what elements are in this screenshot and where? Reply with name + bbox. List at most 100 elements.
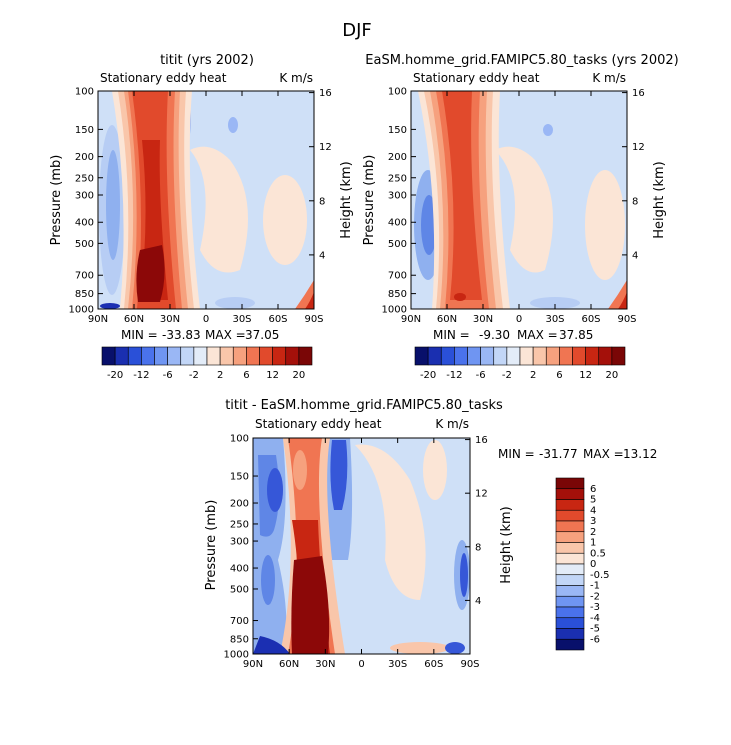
max-label: MAX = [583, 447, 624, 461]
colorbar-swatch [556, 586, 584, 597]
colorbar-swatch [546, 347, 559, 365]
colorbar-swatch [273, 347, 286, 365]
y-right-tick-label: 12 [319, 142, 332, 153]
y-tick-label: 1000 [69, 305, 94, 316]
colorbar-label: 12 [579, 370, 592, 381]
y-right-tick-label: 12 [632, 142, 645, 153]
y-tick-label: 150 [230, 472, 249, 483]
colorbar-swatch [586, 347, 599, 365]
colorbar-label: 0 [590, 559, 596, 570]
colorbar-label: -20 [420, 370, 436, 381]
colorbar-swatch [207, 347, 220, 365]
y-tick-label: 1000 [382, 305, 407, 316]
colorbar-swatch [556, 639, 584, 650]
max-label: MAX = [517, 328, 558, 342]
x-tick-label: 90S [617, 314, 636, 325]
panel-title: titit - EaSM.homme_grid.FAMIPC5.80_tasks [225, 398, 503, 413]
neg-anomaly-small [228, 117, 238, 133]
y-tick-label: 200 [230, 499, 249, 510]
heat-plume-core [136, 245, 164, 302]
colorbar-swatch [507, 347, 520, 365]
colorbar-label: -12 [446, 370, 462, 381]
colorbar-swatch [246, 347, 259, 365]
y-tick-label: 1000 [224, 650, 249, 661]
colorbar-swatch [556, 629, 584, 640]
colorbar-label: -4 [590, 613, 600, 624]
x-tick-label: 30S [388, 659, 407, 670]
colorbar-label: 5 [590, 495, 596, 506]
x-tick-label: 90N [243, 659, 263, 670]
y-axis-label: Pressure (mb) [204, 500, 219, 591]
colorbar-swatch [115, 347, 128, 365]
surface-neg-blob [100, 303, 120, 309]
colorbar-label: -0.5 [590, 570, 610, 581]
colorbar-swatch [441, 347, 454, 365]
pos-patch-light [263, 175, 307, 265]
y-right-tick-label: 4 [475, 596, 481, 607]
colorbar-swatch [559, 347, 572, 365]
colorbar-label: -20 [107, 370, 123, 381]
stats-line: MIN = -31.77 MAX = 13.12 [498, 447, 657, 461]
colorbar-swatch [612, 347, 625, 365]
colorbar-label: -2 [502, 370, 512, 381]
colorbar-swatch [194, 347, 207, 365]
y-tick-label: 850 [230, 634, 249, 645]
colorbar-label: -5 [590, 624, 600, 635]
x-tick-label: 60N [437, 314, 457, 325]
y-tick-label: 250 [388, 173, 407, 184]
y-tick-label: 250 [230, 519, 249, 530]
colorbar-label: -12 [133, 370, 149, 381]
min-label: MIN = [433, 328, 470, 342]
neg-anomaly-lobe-inner [106, 150, 120, 260]
x-tick-label: 30N [315, 659, 335, 670]
y-tick-label: 500 [388, 239, 407, 250]
colorbar-swatch [299, 347, 312, 365]
colorbar-swatch [468, 347, 481, 365]
colorbar-swatch [141, 347, 154, 365]
colorbar-swatch [415, 347, 428, 365]
colorbar-swatch [556, 564, 584, 575]
colorbar-label: -1 [590, 581, 600, 592]
colorbar-swatch [481, 347, 494, 365]
colorbar-label: 3 [590, 516, 596, 527]
colorbar-swatch [556, 543, 584, 554]
y-tick-label: 700 [75, 271, 94, 282]
panel-subtitle-right: K m/s [279, 71, 313, 85]
colorbar-label: 4 [590, 505, 596, 516]
colorbar-label: 20 [606, 370, 619, 381]
x-tick-label: 90S [460, 659, 479, 670]
panel-subtitle-left: Stationary eddy heat [100, 71, 227, 85]
colorbar-swatch [556, 521, 584, 532]
colorbar-swatch [102, 347, 115, 365]
colorbar-label: 2 [530, 370, 536, 381]
min-value: -31.77 [539, 447, 578, 461]
x-tick-label: 30S [545, 314, 564, 325]
y-tick-label: 100 [230, 434, 249, 445]
colorbar-swatch [556, 596, 584, 607]
colorbar-label: 12 [266, 370, 279, 381]
max-value: 37.05 [245, 328, 279, 342]
neg-anomaly [267, 468, 283, 512]
panel-subtitle-left: Stationary eddy heat [255, 417, 382, 431]
x-tick-label: 60S [581, 314, 600, 325]
colorbar-swatch [599, 347, 612, 365]
y-right-axis-label: Height (km) [652, 161, 667, 238]
colorbar-label: -6 [590, 634, 600, 645]
colorbar-label: 20 [293, 370, 306, 381]
neg-anomaly-right-core [460, 553, 468, 597]
diff-plume-core [291, 556, 329, 654]
panel-title: EaSM.homme_grid.FAMIPC5.80_tasks (yrs 20… [365, 53, 678, 68]
y-right-tick-label: 8 [319, 196, 325, 207]
colorbar-swatch [181, 347, 194, 365]
x-tick-label: 90N [88, 314, 108, 325]
colorbar-swatch [155, 347, 168, 365]
y-right-tick-label: 4 [319, 250, 325, 261]
colorbar-top-right: -20 -12 -6 -2 2 6 12 20 [415, 347, 625, 381]
y-right-axis-label: Height (km) [499, 506, 514, 583]
y-right-tick-label: 16 [475, 435, 488, 446]
x-tick-label: 60N [279, 659, 299, 670]
max-label: MAX = [205, 328, 246, 342]
figure: DJF titit (yrs 2002) Stationary eddy hea… [0, 0, 731, 745]
colorbar-label: 2 [217, 370, 223, 381]
